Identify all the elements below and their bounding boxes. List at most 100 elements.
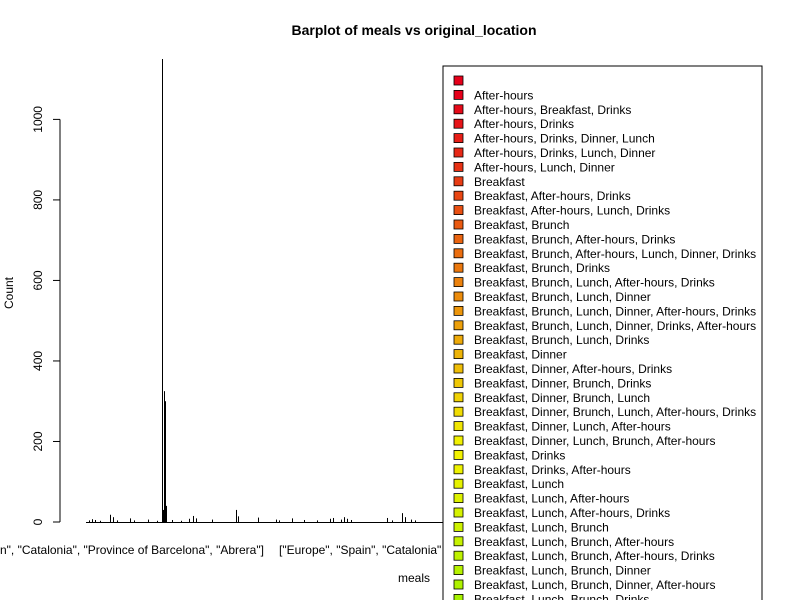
legend-entry-label: Breakfast, Lunch, Brunch, Drinks	[474, 592, 649, 600]
legend-entry-label: Breakfast, Dinner, Brunch, Drinks	[474, 376, 651, 390]
bar	[387, 517, 388, 522]
legend-swatch	[453, 550, 464, 561]
legend-entry-label: After-hours, Lunch, Dinner	[474, 160, 615, 174]
legend-swatch	[453, 536, 464, 547]
bar	[148, 519, 149, 522]
legend-swatch	[453, 377, 464, 388]
x-tick-labels: n", "Catalonia", "Province of Barcelona"…	[0, 543, 441, 557]
y-tick-label: 400	[31, 351, 45, 371]
legend-swatch	[453, 579, 464, 590]
bar	[317, 520, 318, 522]
legend-entry-label: After-hours, Drinks, Lunch, Dinner	[474, 146, 655, 160]
bar	[134, 520, 135, 522]
legend-swatch	[453, 522, 464, 532]
bar	[196, 518, 197, 522]
bar	[238, 516, 239, 522]
legend-swatch	[453, 118, 464, 129]
legend-swatch	[453, 262, 464, 273]
bar	[258, 517, 259, 522]
legend-entry-label: Breakfast, Brunch, Lunch, Dinner	[474, 290, 651, 304]
x-tick-label: ["Europe", "Spain", "Catalonia"	[279, 543, 441, 557]
legend-swatch	[453, 478, 464, 489]
legend-swatch	[453, 277, 464, 288]
legend-entry-label: Breakfast	[474, 175, 525, 189]
y-tick-label: 1000	[31, 106, 45, 133]
bar	[344, 517, 345, 522]
legend-entry-label: Breakfast, Lunch, Brunch	[474, 520, 609, 534]
legend-entry-label: Breakfast, Brunch, Lunch, Drinks	[474, 333, 649, 347]
legend-swatch	[453, 147, 464, 158]
legend-box	[442, 65, 763, 600]
bar	[163, 509, 164, 522]
legend-swatch	[453, 248, 464, 259]
legend-entry-label: Breakfast, Dinner, Brunch, Lunch	[474, 391, 650, 405]
bar	[193, 515, 194, 522]
legend-swatch	[453, 190, 464, 201]
bar	[100, 520, 101, 522]
bar	[172, 519, 173, 522]
legend-swatch	[453, 594, 464, 600]
legend-swatch	[453, 565, 464, 575]
legend-swatch	[453, 75, 464, 86]
legend-swatch	[453, 90, 464, 100]
legend-entry-label: After-hours, Drinks	[474, 117, 574, 131]
legend-entry-label: Breakfast, Lunch, Brunch, Dinner	[474, 564, 651, 578]
legend-entry-label: Breakfast, Lunch, Brunch, Dinner, After-…	[474, 578, 715, 592]
bar	[92, 519, 93, 522]
legend-entry-label: Breakfast, Dinner, Brunch, Lunch, After-…	[474, 405, 756, 419]
bar	[279, 520, 280, 522]
legend-swatch	[453, 291, 464, 302]
bar	[157, 520, 158, 522]
legend-entry-label: Breakfast, Brunch, Lunch, After-hours, D…	[474, 276, 715, 290]
bar	[347, 518, 348, 522]
legend-entry-label: Breakfast, Lunch, After-hours, Drinks	[474, 506, 670, 520]
legend-entry-label: Breakfast, Brunch, After-hours, Lunch, D…	[474, 247, 756, 261]
bar	[212, 519, 213, 522]
bar	[95, 519, 96, 522]
legend-entry-label: After-hours	[474, 88, 533, 102]
bar	[89, 520, 90, 522]
bar	[304, 519, 305, 522]
legend-swatch	[453, 363, 464, 374]
legend-entry-label: Breakfast, Brunch, Drinks	[474, 261, 610, 275]
legend-swatch	[453, 435, 464, 446]
legend-entry-label: Breakfast, Lunch, After-hours	[474, 492, 629, 506]
legend-entry-label: Breakfast, Dinner	[474, 348, 567, 362]
legend-swatch	[453, 219, 464, 230]
y-tick-label: 600	[31, 270, 45, 290]
legend-swatch	[453, 334, 464, 345]
bar	[341, 519, 342, 522]
legend-entry-label: Breakfast, Lunch	[474, 477, 564, 491]
legend-swatch	[453, 161, 464, 172]
bar	[236, 509, 237, 522]
y-axis: 0 200 400 600 800 1000	[31, 106, 61, 525]
bar	[189, 518, 190, 522]
legend-entry-label: Breakfast, Drinks, After-hours	[474, 463, 631, 477]
bar	[411, 519, 412, 522]
bar	[117, 520, 118, 522]
x-tick-label: n", "Catalonia", "Province of Barcelona"…	[0, 543, 264, 557]
legend-entry-label: Breakfast, Brunch, Lunch, Dinner, Drinks…	[474, 319, 756, 333]
bar	[162, 59, 163, 522]
legend-swatch	[453, 493, 464, 504]
legend-swatch	[453, 449, 464, 460]
legend-entry-label: Breakfast, Brunch, After-hours, Drinks	[474, 232, 675, 246]
legend-entry-label: After-hours, Breakfast, Drinks	[474, 103, 631, 117]
bar	[333, 517, 334, 522]
legend-swatch	[453, 320, 464, 331]
legend-swatch	[453, 464, 464, 475]
bar	[165, 401, 166, 522]
chart-title: Barplot of meals vs original_location	[291, 22, 536, 38]
legend-swatch	[453, 392, 464, 403]
legend-entry-label: Breakfast, Drinks	[474, 448, 565, 462]
legend-swatch	[453, 421, 464, 432]
y-tick-label: 0	[31, 518, 45, 525]
bar	[164, 391, 165, 522]
legend-entry-label: Breakfast, Dinner, After-hours, Drinks	[474, 362, 672, 376]
legend-entry-label: Breakfast, After-hours, Drinks	[474, 189, 631, 203]
legend-entry-label: Breakfast, Dinner, Lunch, Brunch, After-…	[474, 434, 715, 448]
legend-entry-label: Breakfast, Lunch, Brunch, After-hours	[474, 535, 674, 549]
y-tick-label: 200	[31, 431, 45, 451]
